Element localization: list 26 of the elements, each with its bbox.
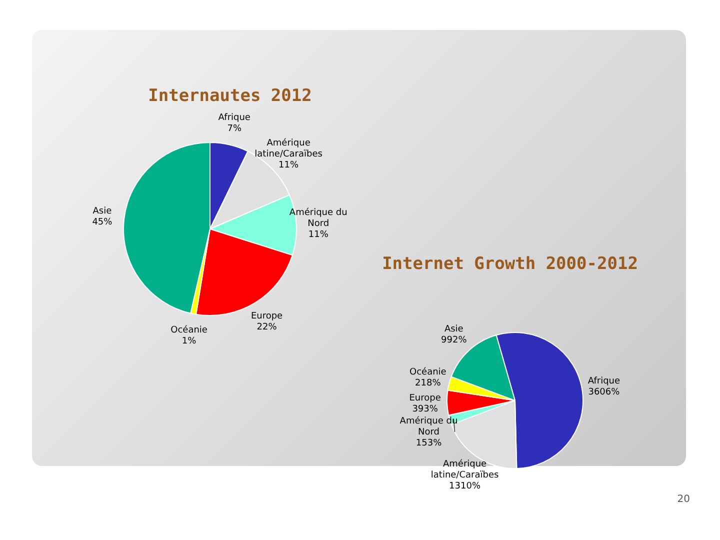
slice-label: Océanie	[409, 366, 447, 378]
slice-label: Asie	[92, 206, 112, 217]
slice-label: Asie	[444, 324, 464, 334]
data-label: 1%	[182, 336, 197, 346]
data-label: 11%	[308, 230, 329, 240]
data-label: 22%	[256, 322, 278, 332]
slice-label: Europe	[409, 393, 442, 404]
data-label: 45%	[92, 218, 113, 228]
data-label: 992%	[441, 335, 468, 346]
slice-label: Afrique	[218, 113, 251, 124]
chart-title: Internautes 2012	[147, 86, 313, 106]
data-label: 393%	[412, 404, 438, 414]
data-label: 218%	[415, 378, 442, 389]
data-label: 153%	[416, 438, 442, 448]
data-label: 3606%	[588, 388, 620, 398]
slice-label: Afrique	[588, 376, 620, 387]
slice-label: Amérique latine/Caraïbes	[254, 138, 323, 160]
slice-label: Amérique du Nord	[289, 207, 348, 230]
data-label: 7%	[227, 124, 242, 134]
text: 20	[677, 494, 690, 505]
chart-title: Internet Growth 2000-2012	[381, 254, 639, 274]
data-label: 1310%	[449, 482, 481, 492]
slice-label: Océanie	[170, 324, 208, 336]
data-label: 11%	[278, 160, 300, 171]
slice-label: Amérique latine/Caraïbes	[430, 458, 499, 481]
slice-label: Europe	[250, 311, 284, 322]
